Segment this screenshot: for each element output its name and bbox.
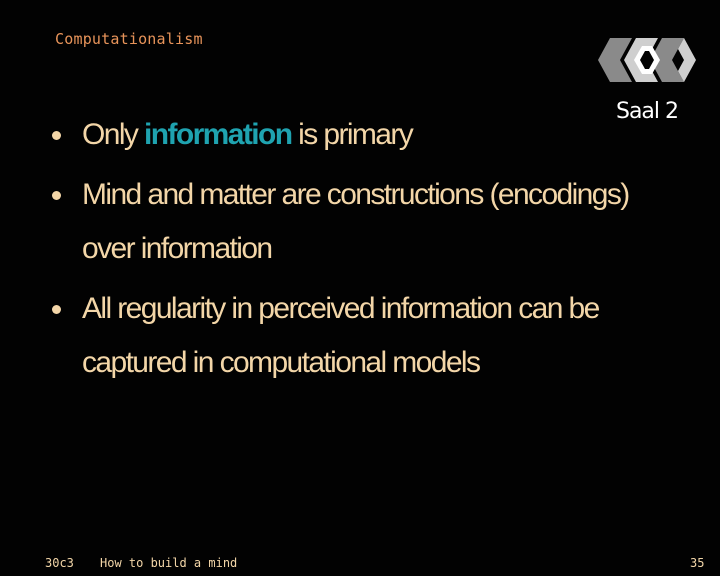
bullet-item: Only information is primary	[52, 108, 672, 162]
bullet-text: Mind and matter are constructions (encod…	[82, 178, 630, 265]
bullet-list: Only information is primary Mind and mat…	[52, 108, 672, 396]
bullet-text-end: is primary	[291, 118, 414, 151]
bullet-item: All regularity in perceived information …	[52, 282, 672, 390]
page-number: 35	[690, 556, 705, 570]
footer-talk-title: How to build a mind	[100, 556, 238, 570]
bullet-dot-icon	[52, 305, 61, 314]
bullet-item: Mind and matter are constructions (encod…	[52, 168, 672, 276]
saal-label: Saal 2	[615, 99, 679, 124]
footer-event: 30c3	[45, 556, 74, 570]
bullet-dot-icon	[52, 131, 61, 140]
bullet-dot-icon	[52, 191, 61, 200]
bullet-highlight: information	[144, 118, 293, 151]
bullet-text-start: Only	[82, 118, 145, 151]
saal-logo-icon	[598, 38, 696, 82]
slide-title: Computationalism	[55, 30, 203, 48]
bullet-text: All regularity in perceived information …	[82, 292, 600, 379]
